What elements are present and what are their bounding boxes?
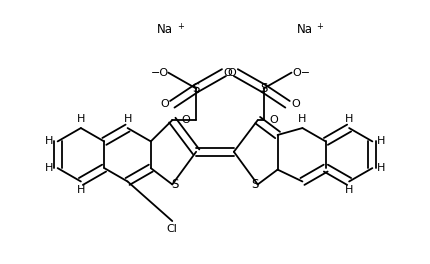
Text: H: H bbox=[45, 163, 53, 173]
Text: O: O bbox=[269, 115, 278, 125]
Text: S: S bbox=[172, 178, 179, 191]
Text: −O: −O bbox=[151, 68, 169, 78]
Text: O−: O− bbox=[292, 68, 310, 78]
Text: Na: Na bbox=[157, 23, 173, 36]
Text: H: H bbox=[45, 136, 53, 147]
Text: Na: Na bbox=[296, 23, 313, 36]
Text: H: H bbox=[123, 114, 132, 124]
Text: H: H bbox=[298, 114, 307, 124]
Text: O: O bbox=[224, 68, 232, 78]
Text: O: O bbox=[227, 68, 236, 78]
Text: S: S bbox=[193, 82, 200, 95]
Text: H: H bbox=[345, 114, 353, 124]
Text: H: H bbox=[377, 136, 385, 147]
Text: H: H bbox=[77, 185, 85, 195]
Text: Cl: Cl bbox=[167, 224, 178, 234]
Text: +: + bbox=[316, 22, 323, 31]
Text: O: O bbox=[160, 99, 169, 109]
Text: +: + bbox=[177, 22, 184, 31]
Text: H: H bbox=[77, 114, 85, 124]
Text: O: O bbox=[291, 99, 300, 109]
Text: H: H bbox=[345, 185, 353, 195]
Text: O: O bbox=[182, 115, 190, 125]
Text: H: H bbox=[377, 163, 385, 173]
Text: S: S bbox=[251, 178, 258, 191]
Text: S: S bbox=[260, 82, 267, 95]
